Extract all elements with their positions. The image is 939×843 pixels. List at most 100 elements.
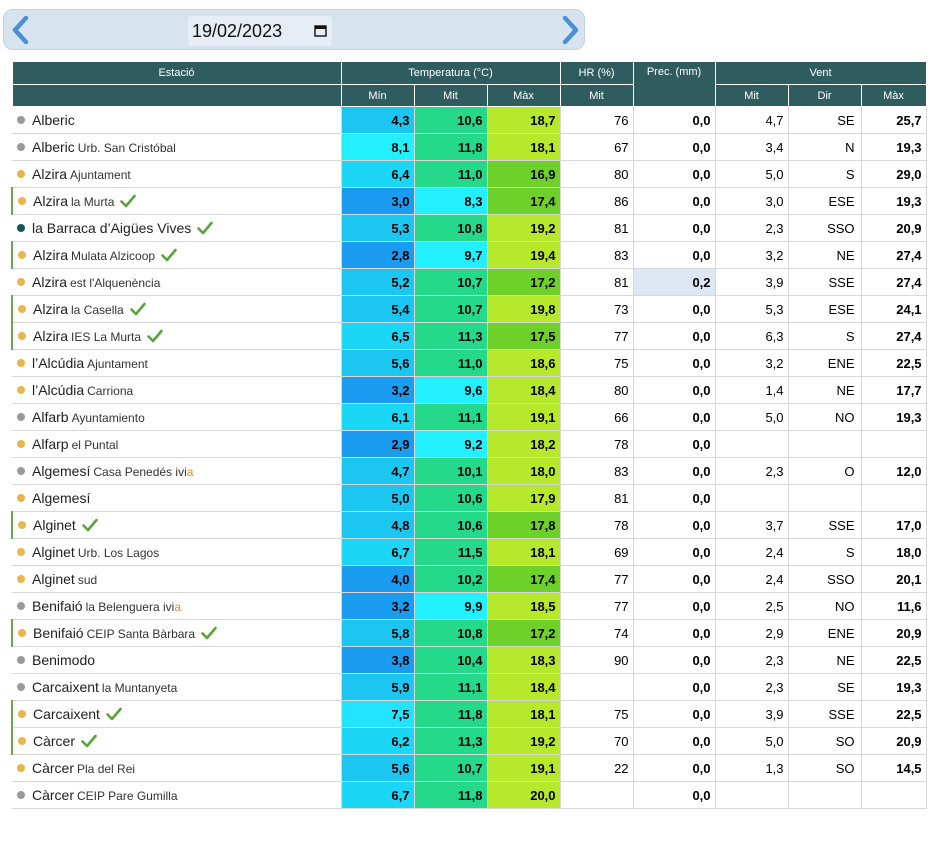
station-name[interactable]: Alzira	[32, 274, 68, 290]
table-row[interactable]: Alzira est l'Alquenència 5,2 10,7 17,2 81 0,2 3…	[12, 268, 927, 296]
station-cell[interactable]: Benifaió CEIP Santa Bàrbara	[11, 619, 342, 647]
station-cell[interactable]: Càrcer Pla del Rei	[12, 754, 342, 782]
station-cell[interactable]: Carcaixent	[11, 700, 342, 728]
station-name[interactable]: Alzira	[33, 328, 69, 344]
next-day-arrow-icon[interactable]	[556, 15, 584, 45]
station-name[interactable]: Benifaió	[32, 598, 83, 614]
table-row[interactable]: Alzira Ajuntament 6,4 11,0 16,9 80 0,0 5,0 S 29,0	[12, 160, 927, 188]
date-input[interactable]: 19/02/2023	[188, 16, 332, 46]
station-name[interactable]: Algemesí	[32, 463, 91, 479]
station-name[interactable]: Alberic	[32, 139, 75, 155]
header-precipitation[interactable]: Prec. (mm)	[632, 61, 716, 107]
table-row[interactable]: l’Alcúdia Carriona 3,2 9,6 18,4 80 0,0 1,4 NE 17,…	[12, 376, 927, 404]
station-cell[interactable]: Alginet Urb. Los Lagos	[12, 538, 342, 566]
station-cell[interactable]: l’Alcúdia Carriona	[12, 376, 342, 404]
precipitation-cell: 0,0	[633, 673, 716, 701]
table-row[interactable]: Càrcer Pla del Rei 5,6 10,7 19,1 22 0,0 1,3 SO 14…	[12, 754, 927, 782]
station-cell[interactable]: Alzira la Casella	[11, 295, 342, 323]
station-name[interactable]: Alzira	[33, 301, 69, 317]
station-cell[interactable]: Algemesí Casa Penedés ivia	[12, 457, 342, 485]
station-name[interactable]: Benimodo	[32, 652, 96, 668]
header-wind-mit[interactable]: Mit	[714, 84, 789, 107]
table-row[interactable]: Càrcer CEIP Pare Gumilla 6,7 11,8 20,0 0,0	[12, 781, 927, 809]
table-row[interactable]: Alberic 4,3 10,6 18,7 76 0,0 4,7 SE 25,7	[12, 106, 927, 134]
station-cell[interactable]: Càrcer CEIP Pare Gumilla	[12, 781, 342, 809]
station-name[interactable]: Alginet	[33, 517, 76, 533]
station-name[interactable]: Carcaixent	[33, 706, 100, 722]
temp-mit-cell: 10,7	[414, 268, 488, 296]
station-cell[interactable]: Alberic	[12, 106, 342, 134]
table-row[interactable]: Benimodo 3,8 10,4 18,3 90 0,0 2,3 NE 22,5	[12, 646, 927, 674]
station-name[interactable]: Càrcer	[33, 733, 76, 749]
table-row[interactable]: Alzira IES La Murta 6,5 11,3 17,5 77 0,0 6,3 S 27…	[11, 322, 927, 350]
table-row[interactable]: Alzira la Casella 5,4 10,7 19,8 73 0,0 5,3 ESE 24…	[11, 295, 927, 323]
station-cell[interactable]: Benifaió la Belenguera ivia	[12, 592, 342, 620]
table-row[interactable]: Carcaixent 7,5 11,8 18,1 75 0,0 3,9 SSE 22,5	[11, 700, 927, 728]
table-row[interactable]: Algemesí Casa Penedés ivia 4,7 10,1 18,0 83 0,…	[12, 457, 927, 485]
status-dot-icon	[18, 737, 26, 745]
station-cell[interactable]: Alzira la Murta	[11, 187, 342, 215]
status-dot-icon	[17, 575, 25, 583]
table-row[interactable]: l’Alcúdia Ajuntament 5,6 11,0 18,6 75 0,0 3,2 EN…	[12, 349, 927, 377]
station-cell[interactable]: Alginet	[11, 511, 342, 539]
calendar-icon[interactable]	[314, 24, 327, 37]
humidity-cell: 74	[560, 619, 634, 647]
station-name[interactable]: Alzira	[33, 247, 69, 263]
station-cell[interactable]: l’Alcúdia Ajuntament	[12, 349, 342, 377]
table-row[interactable]: Càrcer 6,2 11,3 19,2 70 0,0 5,0 SO 20,9	[11, 727, 927, 755]
table-row[interactable]: Benifaió la Belenguera ivia 3,2 9,9 18,5 77 0,…	[12, 592, 927, 620]
station-name[interactable]: Alginet	[32, 571, 75, 587]
station-name[interactable]: Carcaixent	[32, 679, 99, 695]
table-row[interactable]: Alzira Mulata Alzicoop 2,8 9,7 19,4 83 0,0 3,2 N…	[11, 241, 927, 269]
station-name[interactable]: Alginet	[32, 544, 75, 560]
header-temp-min[interactable]: Mín	[340, 84, 415, 107]
table-row[interactable]: Alfarp el Puntal 2,9 9,2 18,2 78 0,0	[12, 430, 927, 458]
station-name[interactable]: Alzira	[33, 193, 69, 209]
table-row[interactable]: Alfarb Ayuntamiento 6,1 11,1 19,1 66 0,0 5,0 NO 1…	[12, 403, 927, 431]
station-name[interactable]: Benifaió	[33, 625, 84, 641]
header-wind-dir[interactable]: Dir	[787, 84, 862, 107]
station-cell[interactable]: Alzira est l'Alquenència	[12, 268, 342, 296]
station-cell[interactable]: Carcaixent la Muntanyeta	[12, 673, 342, 701]
header-station[interactable]: Estació	[11, 61, 342, 85]
station-cell[interactable]: Alfarp el Puntal	[12, 430, 342, 458]
station-name[interactable]: Alberic	[32, 112, 75, 128]
station-name[interactable]: Càrcer	[32, 760, 75, 776]
station-cell[interactable]: Alzira Ajuntament	[12, 160, 342, 188]
station-cell[interactable]: Benimodo	[12, 646, 342, 674]
temp-max-cell: 18,7	[487, 106, 561, 134]
station-name[interactable]: la Barraca d’Aigües Vives	[32, 220, 192, 236]
station-name[interactable]: Alfarp	[32, 436, 69, 452]
station-cell[interactable]: Alzira IES La Murta	[11, 322, 342, 350]
header-temp-max[interactable]: Màx	[486, 84, 561, 107]
header-temp-mit[interactable]: Mit	[413, 84, 488, 107]
table-row[interactable]: Benifaió CEIP Santa Bàrbara 5,8 10,8 17,2 74 0…	[11, 619, 927, 647]
temp-max-cell: 17,9	[487, 484, 561, 512]
table-row[interactable]: Alzira la Murta 3,0 8,3 17,4 86 0,0 3,0 ESE 19,3	[11, 187, 927, 215]
header-hr-mit[interactable]: Mit	[559, 84, 634, 107]
station-cell[interactable]: Algemesí	[12, 484, 342, 512]
table-row[interactable]: Algemesí 5,0 10,6 17,9 81 0,0	[12, 484, 927, 512]
station-cell[interactable]: Alginet sud	[12, 565, 342, 593]
station-name[interactable]: Càrcer	[32, 787, 75, 803]
table-row[interactable]: Alberic Urb. San Cristóbal 8,1 11,8 18,1 67 0,…	[12, 133, 927, 161]
table-row[interactable]: la Barraca d’Aigües Vives 5,3 10,8 19,2 81 0,…	[12, 214, 927, 242]
station-cell[interactable]: la Barraca d’Aigües Vives	[12, 214, 342, 242]
station-cell[interactable]: Alfarb Ayuntamiento	[12, 403, 342, 431]
previous-day-arrow-icon[interactable]	[7, 15, 35, 45]
table-row[interactable]: Alginet Urb. Los Lagos 6,7 11,5 18,1 69 0,0 2,4…	[12, 538, 927, 566]
table-row[interactable]: Alginet sud 4,0 10,2 17,4 77 0,0 2,4 SSO 20,1	[12, 565, 927, 593]
table-row[interactable]: Alginet 4,8 10,6 17,8 78 0,0 3,7 SSE 17,0	[11, 511, 927, 539]
station-cell[interactable]: Alzira Mulata Alzicoop	[11, 241, 342, 269]
header-wind-max[interactable]: Màx	[860, 84, 927, 107]
station-name[interactable]: l’Alcúdia	[32, 382, 85, 398]
station-name[interactable]: Alfarb	[32, 409, 69, 425]
station-name[interactable]: l’Alcúdia	[32, 355, 85, 371]
precipitation-cell: 0,0	[633, 430, 716, 458]
table-row[interactable]: Carcaixent la Muntanyeta 5,9 11,1 18,4 0,0 2,3…	[12, 673, 927, 701]
station-name[interactable]: Alzira	[32, 166, 68, 182]
wind-max-cell: 25,7	[861, 106, 927, 134]
station-cell[interactable]: Càrcer	[11, 727, 342, 755]
station-cell[interactable]: Alberic Urb. San Cristóbal	[12, 133, 342, 161]
station-name[interactable]: Algemesí	[32, 490, 91, 506]
